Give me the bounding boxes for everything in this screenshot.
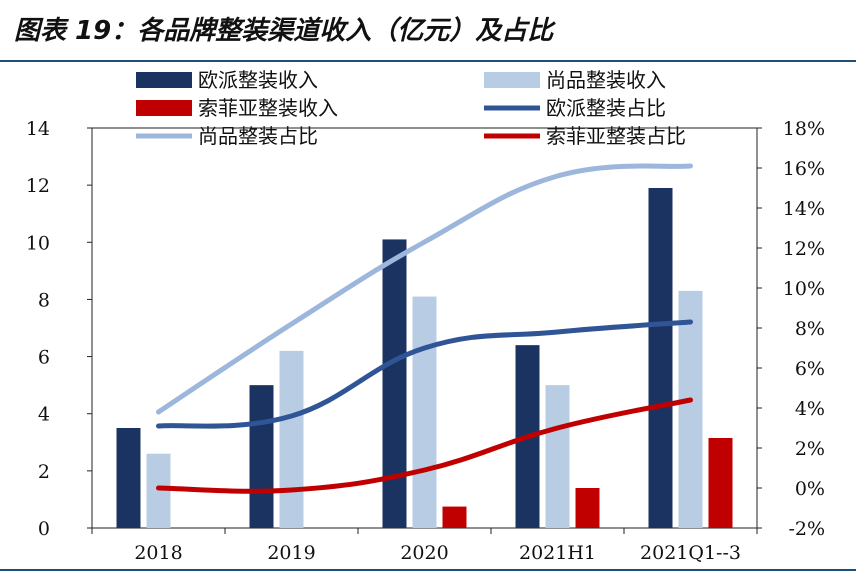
bar: [708, 438, 733, 528]
bottom-divider: [0, 569, 856, 571]
right-tick-label: 10%: [783, 278, 825, 300]
lines: [156, 163, 693, 494]
bar: [146, 453, 171, 528]
bar: [442, 506, 467, 528]
legend-label: 欧派整装占比: [546, 96, 666, 120]
legend-swatch: [136, 72, 192, 88]
bar: [648, 188, 673, 528]
right-tick-label: -2%: [788, 518, 825, 540]
legend-label: 索菲亚整装收入: [198, 96, 338, 120]
title-divider: [0, 60, 856, 62]
bar: [249, 385, 274, 528]
bar: [382, 239, 407, 528]
left-tick-label: 10: [26, 232, 50, 254]
bar: [279, 350, 304, 528]
right-tick-label: 2%: [795, 438, 825, 460]
legend-label: 欧派整装收入: [198, 68, 318, 92]
right-tick-label: 18%: [783, 118, 825, 140]
legend-swatch: [484, 72, 540, 88]
left-tick-label: 4: [38, 404, 50, 426]
bar: [545, 385, 570, 528]
chart-title: 图表 19：各品牌整装渠道收入（亿元）及占比: [14, 16, 554, 46]
series-line: [156, 319, 693, 429]
right-tick-label: 0%: [795, 478, 825, 500]
left-tick-label: 12: [26, 175, 50, 197]
left-tick-label: 0: [38, 518, 50, 540]
left-tick-label: 2: [38, 461, 50, 483]
series-line: [156, 397, 693, 494]
right-tick-label: 6%: [795, 358, 825, 380]
x-tick-label: 2018: [134, 542, 182, 564]
bar: [678, 290, 703, 528]
right-tick-label: 12%: [783, 238, 825, 260]
x-tick-label: 2021H1: [519, 542, 596, 564]
right-tick-label: 8%: [795, 318, 825, 340]
legend-swatch: [136, 100, 192, 116]
bar: [116, 428, 141, 528]
x-tick-label: 2019: [267, 542, 315, 564]
left-tick-label: 8: [38, 289, 50, 311]
legend-label: 尚品整装收入: [546, 68, 666, 92]
bars: [116, 188, 733, 528]
left-tick-label: 14: [26, 118, 50, 140]
bar: [575, 488, 600, 528]
x-tick-label: 2020: [400, 542, 448, 564]
right-tick-label: 14%: [783, 198, 825, 220]
right-tick-label: 16%: [783, 158, 825, 180]
tick-labels: 0 2 4 6 8 10 12 14 -2% 0% 2% 4% 6% 8% 10% 12% 14% 16% 18% 2…: [26, 118, 825, 564]
left-tick-label: 6: [38, 347, 50, 369]
series-line: [156, 163, 693, 415]
x-tick-label: 2021Q1--3: [640, 542, 741, 564]
bar: [412, 296, 437, 528]
right-tick-label: 4%: [795, 398, 825, 420]
